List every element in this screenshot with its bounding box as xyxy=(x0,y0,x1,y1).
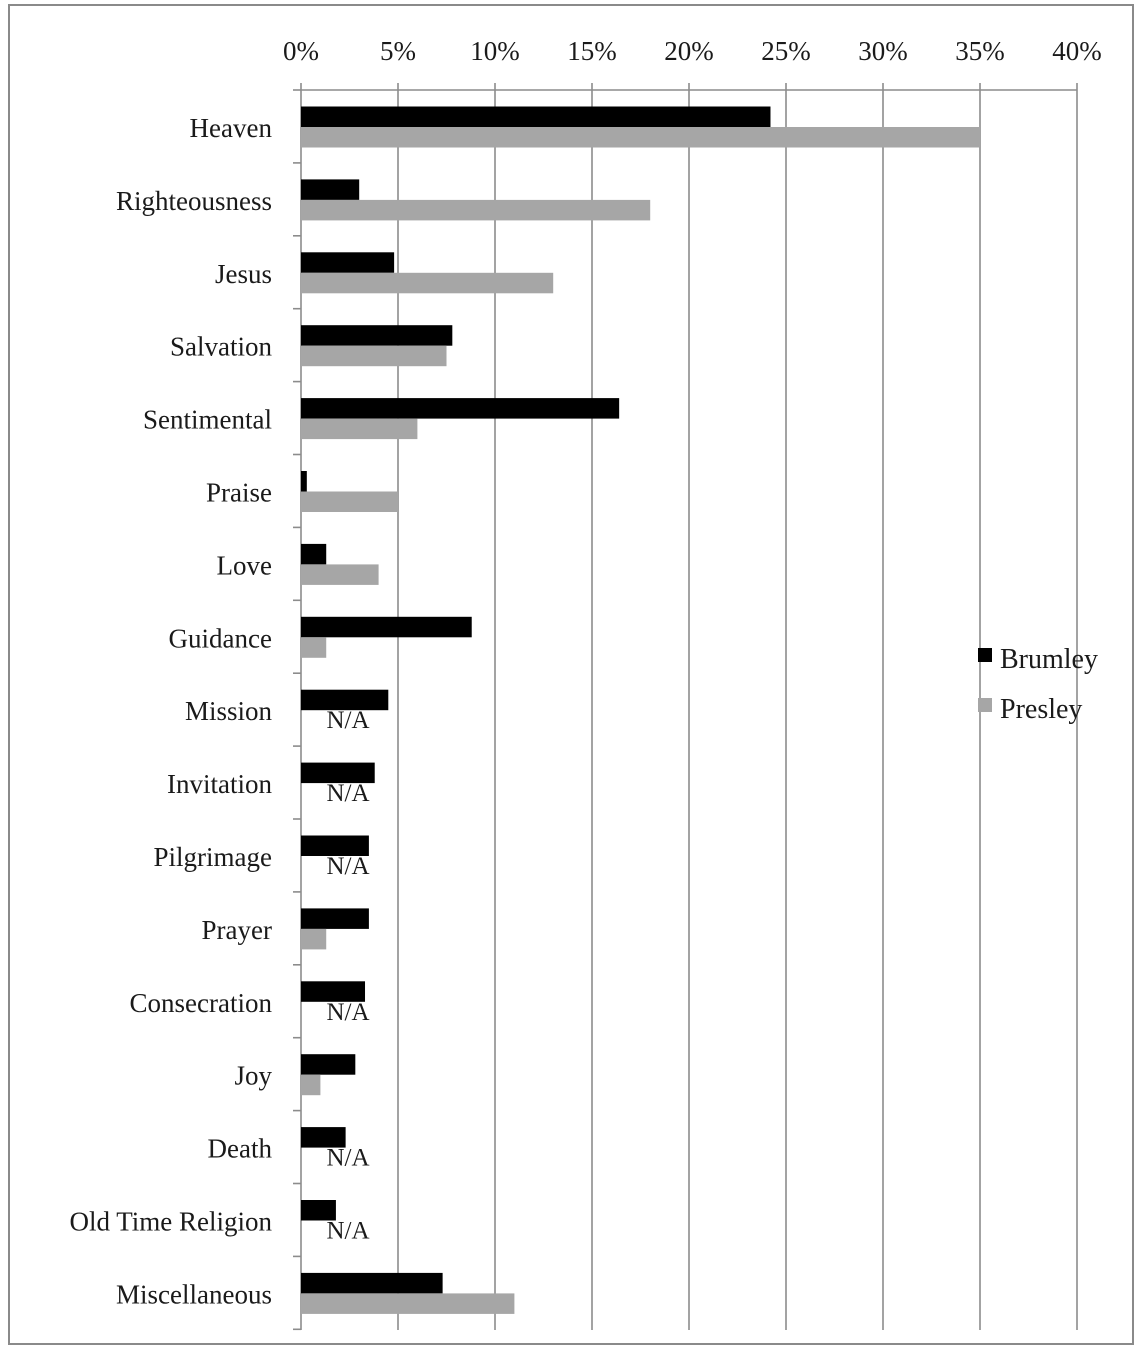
bar-presley xyxy=(301,1293,515,1314)
na-label: N/A xyxy=(326,1218,369,1245)
category-label: Heaven xyxy=(190,113,273,143)
bar-brumley xyxy=(301,1127,346,1148)
category-label: Mission xyxy=(185,696,273,726)
category-label: Jesus xyxy=(215,259,272,289)
bar-presley xyxy=(301,564,379,585)
na-label: N/A xyxy=(326,999,369,1026)
category-label: Consecration xyxy=(130,988,273,1018)
bar-presley xyxy=(301,491,398,512)
x-tick-label: 15% xyxy=(567,36,617,66)
category-label: Sentimental xyxy=(143,405,272,435)
category-label: Joy xyxy=(234,1061,272,1091)
bar-brumley xyxy=(301,981,366,1002)
category-label: Old Time Religion xyxy=(69,1207,272,1237)
bar-presley xyxy=(301,1074,321,1096)
bar-presley xyxy=(301,127,980,148)
chart-frame xyxy=(8,4,1134,1345)
bar-presley xyxy=(301,199,651,221)
category-label: Praise xyxy=(206,478,272,508)
bar-presley xyxy=(301,418,418,440)
x-tick-label: 10% xyxy=(470,36,520,66)
bar-brumley xyxy=(301,106,771,127)
bar-brumley xyxy=(301,835,369,856)
na-label: N/A xyxy=(326,853,369,880)
bar-brumley xyxy=(301,1200,336,1221)
bar-brumley xyxy=(301,1054,356,1075)
bar-presley xyxy=(301,272,554,294)
category-label: Pilgrimage xyxy=(154,842,272,872)
bar-brumley xyxy=(301,616,472,638)
na-label: N/A xyxy=(326,1145,369,1172)
legend-swatch-brumley xyxy=(978,648,992,662)
bar-brumley xyxy=(301,1272,443,1294)
na-label: N/A xyxy=(326,780,369,807)
x-tick-label: 35% xyxy=(955,36,1005,66)
category-label: Death xyxy=(208,1134,273,1164)
legend-swatch-presley xyxy=(978,698,992,712)
bar-brumley xyxy=(301,543,327,565)
category-label: Prayer xyxy=(202,915,272,945)
x-tick-label: 25% xyxy=(761,36,811,66)
bar-brumley xyxy=(301,762,375,784)
na-label: N/A xyxy=(326,707,369,734)
bar-brumley xyxy=(301,908,369,929)
bar-presley xyxy=(301,345,447,367)
bar-brumley xyxy=(301,471,307,492)
category-label: Guidance xyxy=(169,623,272,653)
bar-brumley xyxy=(301,252,395,273)
category-label: Righteousness xyxy=(116,186,272,216)
bar-brumley xyxy=(301,179,360,200)
category-label: Miscellaneous xyxy=(116,1279,272,1309)
category-label: Invitation xyxy=(167,769,272,799)
bar-brumley xyxy=(301,689,389,711)
category-label: Love xyxy=(217,550,272,580)
x-tick-label: 5% xyxy=(380,36,416,66)
bar-presley xyxy=(301,928,327,950)
x-tick-label: 0% xyxy=(283,36,319,66)
bar-brumley xyxy=(301,398,620,419)
x-tick-label: 30% xyxy=(858,36,908,66)
bar-presley xyxy=(301,637,327,658)
x-tick-label: 40% xyxy=(1052,36,1102,66)
legend-label-presley: Presley xyxy=(1000,694,1082,725)
legend-label-brumley: Brumley xyxy=(1000,644,1098,675)
x-tick-label: 20% xyxy=(664,36,714,66)
bar-brumley xyxy=(301,325,453,346)
category-label: Salvation xyxy=(170,332,272,362)
